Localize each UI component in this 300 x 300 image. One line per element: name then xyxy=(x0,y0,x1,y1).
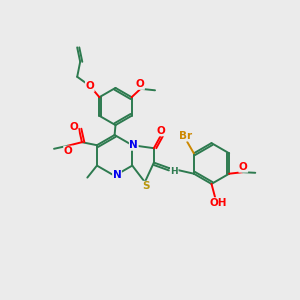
Text: O: O xyxy=(64,146,73,156)
Text: N: N xyxy=(129,140,138,150)
Text: O: O xyxy=(136,79,144,89)
Text: N: N xyxy=(112,170,122,180)
Text: OH: OH xyxy=(210,198,227,208)
Text: H: H xyxy=(170,167,178,176)
Text: Br: Br xyxy=(179,131,192,141)
Text: O: O xyxy=(69,122,78,133)
Text: O: O xyxy=(239,162,248,172)
Text: S: S xyxy=(142,181,150,191)
Text: O: O xyxy=(157,126,165,136)
Text: O: O xyxy=(85,81,94,92)
